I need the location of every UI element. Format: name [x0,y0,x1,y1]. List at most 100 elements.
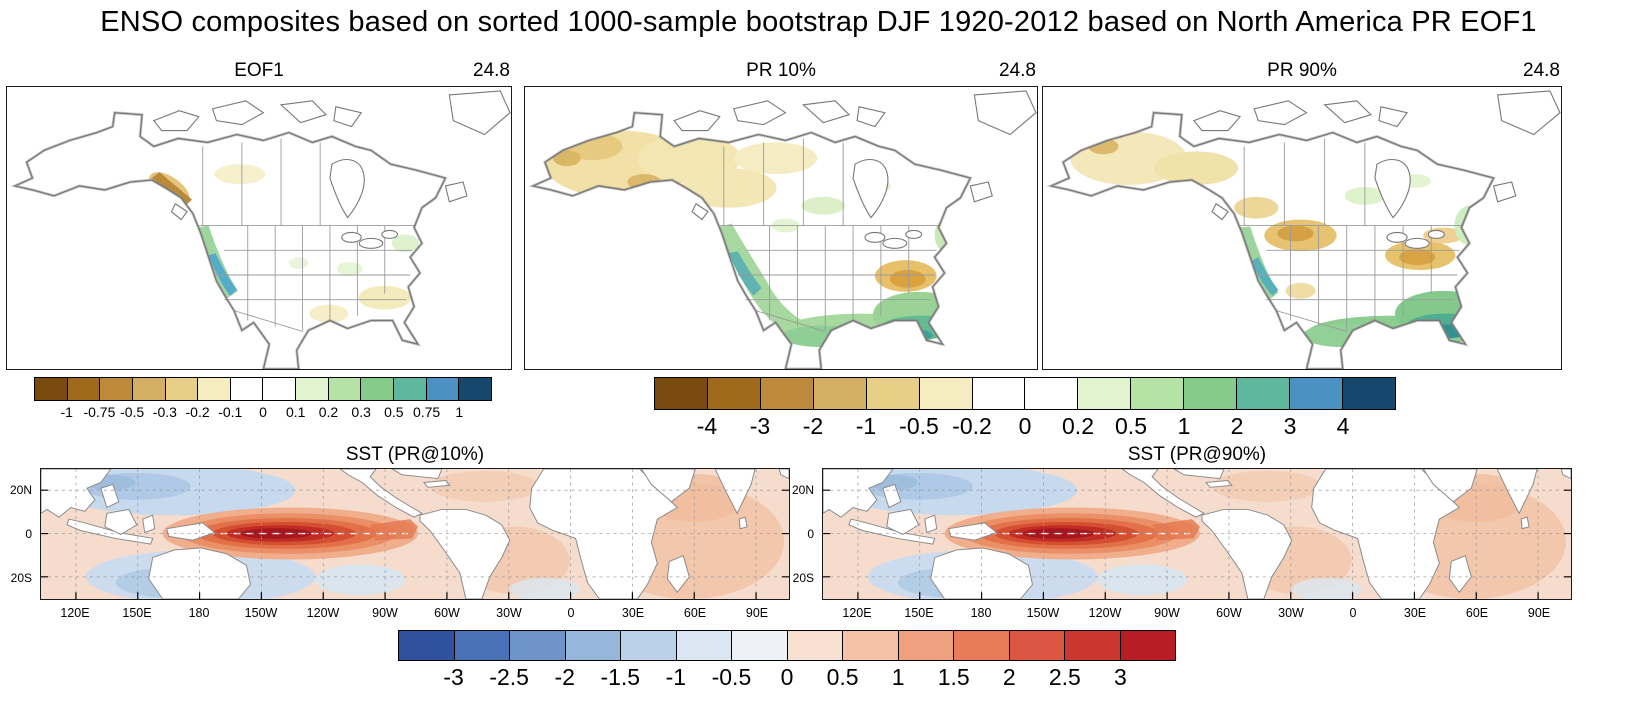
colorbar-tick-label: 3 [1283,413,1297,439]
sst10-lon-axis: 120E 150E 180 150W 120W 90W 60W 30W 0 30E 60E 90E [40,604,790,620]
colorbar-tick-label: -1 [855,413,877,439]
colorbar-tick-label: 1 [455,404,464,420]
colorbar-cell [760,378,814,409]
colorbar-cells [34,377,492,401]
colorbar-tick-label: -1.5 [600,664,641,690]
lon-tick-label: 150E [122,606,152,620]
colorbar-tick-label: -0.75 [83,404,116,420]
lon-tick-label: 60W [1216,606,1242,620]
anomaly-shading [149,164,420,323]
lon-tick-label: 150W [1026,606,1060,620]
colorbar-cell [510,631,566,660]
lon-tick-label: 30E [621,606,645,620]
colorbar-tick-label: 0 [259,404,267,420]
colorbar-cell [132,378,166,400]
lat-tick-label: 20N [9,482,32,497]
colorbar-cell [621,631,677,660]
colorbar-cell [954,631,1010,660]
colorbar-tick-label: -0.2 [952,413,992,439]
lon-tick-label: 120W [1088,606,1122,620]
colorbar-tick-label: -1 [60,404,73,420]
colorbar-cell [732,631,788,660]
lon-tick-label: 120E [842,606,872,620]
colorbar-cell [459,378,491,400]
variance-value: 24.8 [1523,60,1560,81]
panel-title: SST (PR@90%) [1127,444,1267,465]
colorbar-tick-label: -3 [443,664,464,690]
colorbar-cell [399,631,455,660]
colorbar-tick-label: 2.5 [1048,664,1081,690]
lon-tick-label: 180 [188,606,210,620]
colorbar-tick-label: -0.1 [218,404,243,420]
colorbar-cell [263,378,297,400]
colorbar-cell [707,378,761,409]
colorbar-cell [972,378,1026,409]
colorbar-tick-label: 0.5 [826,664,859,690]
lon-tick-label: 120W [306,606,340,620]
lat-tick-label: 0 [807,526,814,541]
colorbar-cell [1065,631,1121,660]
lon-tick-label: 0 [1349,606,1357,620]
colorbar-tick-label: 0.3 [351,404,371,420]
lon-tick-label: 120E [60,606,90,620]
colorbar-tick-label: 0.2 [318,404,339,420]
colorbar-tick-labels: -1 -0.75 -0.5 -0.3 -0.2 -0.1 0 0.1 0.2 0.3 0.5 0.75… [34,401,492,427]
colorbar-tick-label: 0.5 [1115,413,1147,439]
lat-tick-label: 20S [10,570,32,585]
lon-tick-label: 150W [244,606,278,620]
figure-title: ENSO composites based on sorted 1000-sam… [100,6,1537,38]
colorbar-cell [328,378,362,400]
colorbar-tick-label: -0.2 [185,404,210,420]
north-america-map-pr90 [1049,89,1561,369]
panel-header-pr90: PR 90% 24.8 [1042,60,1562,84]
colorbar-tick-label: -0.5 [899,413,939,439]
panel-header-eof1: EOF1 24.8 [6,60,512,84]
map-panel-pr10 [524,86,1038,370]
colorbar-cell [1237,378,1291,409]
colorbar-pr: -4 -3 -2 -1 -0.5 -0.2 0 0.2 0.5 1 2 3 4 [654,377,1396,439]
map-panel-eof1 [6,86,512,370]
lon-tick-label: 90E [1527,606,1551,620]
colorbar-tick-label: 0 [780,664,794,690]
colorbar-cell [67,378,101,400]
colorbar-tick-label: 1 [1177,413,1191,439]
lon-tick-label: 150E [904,606,934,620]
lon-tick-label: 90E [745,606,769,620]
colorbar-tick-label: 0.5 [384,404,404,420]
colorbar-sst: -3 -2.5 -2 -1.5 -1 -0.5 0 0.5 1 1.5 2 2.5 3 [398,630,1176,690]
colorbar-tick-label: -1 [665,664,687,690]
colorbar-tick-label: 0.2 [1062,413,1094,439]
colorbar-tick-label: -2.5 [489,664,529,690]
lon-tick-label: 30W [1278,606,1304,620]
lat-tick-label: 0 [25,526,32,541]
lon-tick-label: 60E [1465,606,1489,620]
colorbar-cell [565,631,621,660]
colorbar-cell [296,378,329,400]
colorbar-tick-label: -2 [802,413,824,439]
lon-tick-label: 30W [496,606,522,620]
colorbar-cell [1120,631,1175,660]
lon-tick-label: 30E [1403,606,1427,620]
colorbar-cell [1131,378,1185,409]
colorbar-cell [919,378,973,409]
colorbar-cell [1342,378,1395,409]
panel-title: SST (PR@10%) [345,444,485,465]
colorbar-cell [230,378,264,400]
lat-tick-label: 20S [792,570,814,585]
colorbar-tick-label: 3 [1114,664,1127,690]
colorbar-tick-label: 0.1 [285,404,306,420]
colorbar-cell [35,378,68,400]
colorbar-tick-label: -4 [696,413,718,439]
colorbar-cell [1184,378,1238,409]
anomaly-shading [1070,131,1492,348]
colorbar-cell [361,378,395,400]
panel-title: EOF1 [234,60,284,81]
colorbar-tick-label: 1.5 [937,664,970,690]
colorbar-cells [398,630,1176,661]
colorbar-tick-label: -0.5 [711,664,752,690]
colorbar-tick-label: 0 [1018,413,1032,439]
map-panel-pr90 [1042,86,1562,370]
panel-header-sst90: SST (PR@90%) [822,444,1572,466]
lon-tick-label: 60W [434,606,460,620]
